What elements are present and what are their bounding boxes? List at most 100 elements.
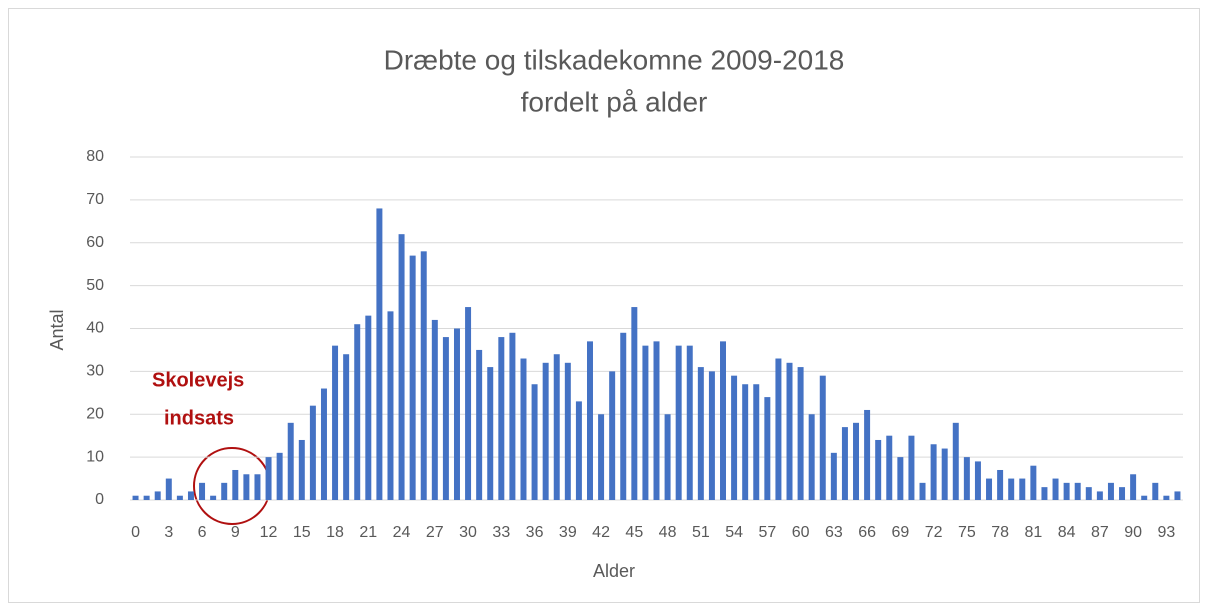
bar <box>764 397 771 500</box>
bar <box>997 469 1004 500</box>
bar <box>221 482 228 500</box>
bar <box>1096 491 1103 500</box>
bar <box>675 345 682 500</box>
bar <box>1074 482 1081 500</box>
bar <box>453 328 460 500</box>
bar <box>731 375 738 500</box>
bar <box>465 307 472 500</box>
y-tick-label: 40 <box>86 320 104 337</box>
bar <box>1141 495 1148 500</box>
x-tick-label: 51 <box>692 524 710 541</box>
bar <box>897 457 904 500</box>
x-tick-label: 30 <box>459 524 477 541</box>
y-tick-label: 0 <box>95 491 104 508</box>
bar <box>542 362 549 500</box>
bar <box>254 474 261 500</box>
bar <box>298 439 305 500</box>
bar <box>1041 487 1048 500</box>
bar <box>930 444 937 500</box>
bar <box>664 414 671 500</box>
bar <box>786 362 793 500</box>
chart-border <box>8 8 1200 603</box>
x-tick-label: 45 <box>625 524 643 541</box>
bar <box>886 435 893 500</box>
bar <box>819 375 826 500</box>
x-tick-label: 93 <box>1157 524 1175 541</box>
bar <box>476 349 483 500</box>
bar <box>564 362 571 500</box>
y-tick-label: 60 <box>86 234 104 251</box>
chart-title: Dræbte og tilskadekomne 2009-2018 <box>384 44 845 75</box>
bar <box>1152 482 1159 500</box>
bar <box>919 482 926 500</box>
annotation: indsats <box>164 407 234 429</box>
bar <box>487 367 494 500</box>
x-tick-label: 87 <box>1091 524 1109 541</box>
x-tick-label: 9 <box>231 524 240 541</box>
bar <box>143 495 150 500</box>
bar <box>1008 478 1015 500</box>
x-tick-label: 81 <box>1024 524 1042 541</box>
x-tick-label: 57 <box>758 524 776 541</box>
x-tick-label: 66 <box>858 524 876 541</box>
bar <box>1085 487 1092 500</box>
bar <box>986 478 993 500</box>
bar <box>1019 478 1026 500</box>
bar <box>753 384 760 500</box>
x-axis-title: Alder <box>593 561 635 581</box>
bar <box>908 435 915 500</box>
x-tick-label: 6 <box>198 524 207 541</box>
x-tick-label: 78 <box>991 524 1009 541</box>
bar <box>697 367 704 500</box>
bar <box>742 384 749 500</box>
x-tick-label: 48 <box>659 524 677 541</box>
bar <box>963 457 970 500</box>
bar <box>875 439 882 500</box>
bar <box>199 482 206 500</box>
bar <box>343 354 350 500</box>
y-tick-label: 10 <box>86 448 104 465</box>
bar <box>1107 482 1114 500</box>
bar <box>210 495 217 500</box>
x-tick-label: 33 <box>492 524 510 541</box>
x-tick-label: 72 <box>925 524 943 541</box>
annotation: Skolevejs <box>152 369 244 391</box>
bar <box>309 405 316 500</box>
x-tick-label: 39 <box>559 524 577 541</box>
x-tick-label: 15 <box>293 524 311 541</box>
y-tick-label: 50 <box>86 277 104 294</box>
x-tick-label: 42 <box>592 524 610 541</box>
bar <box>332 345 339 500</box>
bar <box>841 427 848 500</box>
bar <box>952 422 959 500</box>
bar <box>498 337 505 500</box>
bar <box>398 234 405 501</box>
bar <box>509 332 516 500</box>
x-tick-label: 27 <box>426 524 444 541</box>
bar <box>853 422 860 500</box>
bar <box>642 345 649 500</box>
x-tick-label: 36 <box>526 524 544 541</box>
bar <box>797 367 804 500</box>
bar <box>276 452 283 500</box>
bar <box>864 409 871 500</box>
bar <box>376 208 383 500</box>
bar <box>409 255 416 500</box>
bar <box>1030 465 1037 500</box>
bar <box>187 491 194 500</box>
bar <box>1119 487 1126 500</box>
x-tick-label: 21 <box>359 524 377 541</box>
bar <box>531 384 538 500</box>
bar <box>442 337 449 500</box>
y-axis-title: Antal <box>47 309 67 350</box>
x-tick-label: 3 <box>164 524 173 541</box>
chart-title: fordelt på alder <box>521 86 708 117</box>
bar <box>354 324 361 500</box>
bar <box>653 341 660 500</box>
bar <box>420 251 427 500</box>
x-tick-label: 18 <box>326 524 344 541</box>
x-tick-label: 54 <box>725 524 743 541</box>
bar <box>720 341 726 500</box>
bar <box>553 354 560 500</box>
